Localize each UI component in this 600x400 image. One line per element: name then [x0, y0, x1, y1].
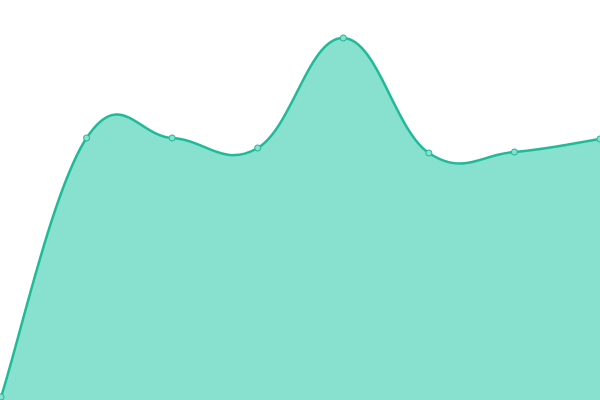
data-point-7 — [596, 135, 600, 143]
data-point-5 — [425, 149, 433, 157]
data-points — [0, 34, 600, 400]
area-fill — [1, 37, 600, 400]
data-point-0 — [0, 393, 5, 400]
data-point-4 — [339, 34, 347, 42]
data-point-6 — [510, 148, 518, 156]
data-point-3 — [254, 144, 262, 152]
data-point-1 — [83, 134, 91, 142]
data-point-2 — [168, 134, 176, 142]
series-line — [0, 36, 600, 398]
